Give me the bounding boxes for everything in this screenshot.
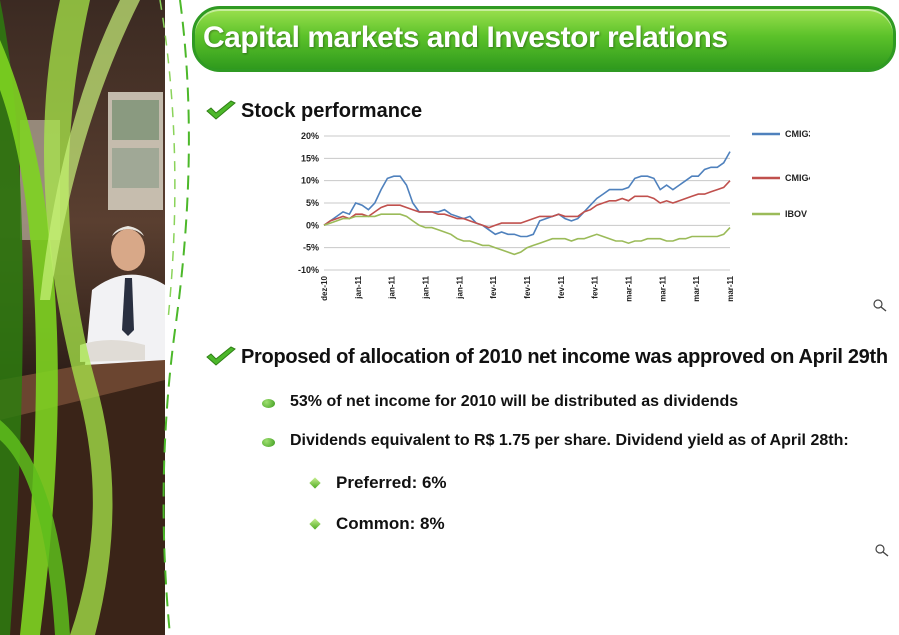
x-tick-label: fev-11 [489,275,498,298]
x-tick-label: fev-11 [557,275,566,298]
y-tick-label: 0% [306,220,319,230]
x-tick-label: mar-11 [625,275,634,301]
y-tick-label: 15% [301,153,319,163]
sub-bullet-common: Common: 8% [336,514,445,533]
zoom-icon[interactable] [874,543,890,559]
stock-performance-heading: Stock performance [241,100,423,122]
legend-label-ibov: IBOV [785,209,807,219]
series-line-cmig4 [323,180,731,229]
x-tick-label: fev-11 [591,275,600,298]
y-tick-label: -10% [298,265,319,275]
x-tick-label: jan-11 [388,275,397,299]
page-title: Capital markets and Investor relations [203,21,728,54]
y-tick-label: 20% [301,131,319,141]
proposal-heading: Proposed of allocation of 2010 net incom… [241,346,888,368]
diamond-bullet-icon [309,477,321,489]
sub-bullet-preferred: Preferred: 6% [336,473,447,492]
legend-label-cmig4: CMIG4 [785,173,810,183]
legend-label-cmig3: CMIG3 [785,129,810,139]
x-tick-label: jan-11 [455,275,464,299]
photo-panel [0,0,165,635]
businessman-photo [0,0,165,635]
x-tick-label: dez-10 [320,275,329,300]
stock-performance-chart: 20% 15% 10% 5% 0% -5% -10%dez-10 jan-11 jan-11 ja… [298,129,810,302]
x-tick-label: jan-11 [422,275,431,299]
decorative-curves [159,0,190,635]
series-line-ibov [323,213,731,256]
bullet-icon [262,438,275,447]
x-tick-label: mar-11 [726,275,735,301]
bullet-net-income: 53% of net income for 2010 will be distr… [290,393,739,410]
x-tick-label: jan-11 [354,275,363,299]
bullet-icon [262,399,275,408]
y-tick-label: 10% [301,176,319,186]
x-tick-label: fev-11 [523,275,532,298]
bullet-dividends: Dividends equivalent to R$ 1.75 per shar… [290,432,849,449]
diamond-bullet-icon [309,518,321,530]
zoom-icon[interactable] [872,298,888,314]
y-tick-label: -5% [303,243,319,253]
series-line-cmig3 [323,151,731,238]
checkmark-icon [206,346,236,366]
x-tick-label: mar-11 [658,275,667,301]
title-bar: Capital markets and Investor relations [192,6,896,72]
x-tick-label: mar-11 [692,275,701,301]
checkmark-icon [206,100,236,120]
y-tick-label: 5% [306,198,319,208]
